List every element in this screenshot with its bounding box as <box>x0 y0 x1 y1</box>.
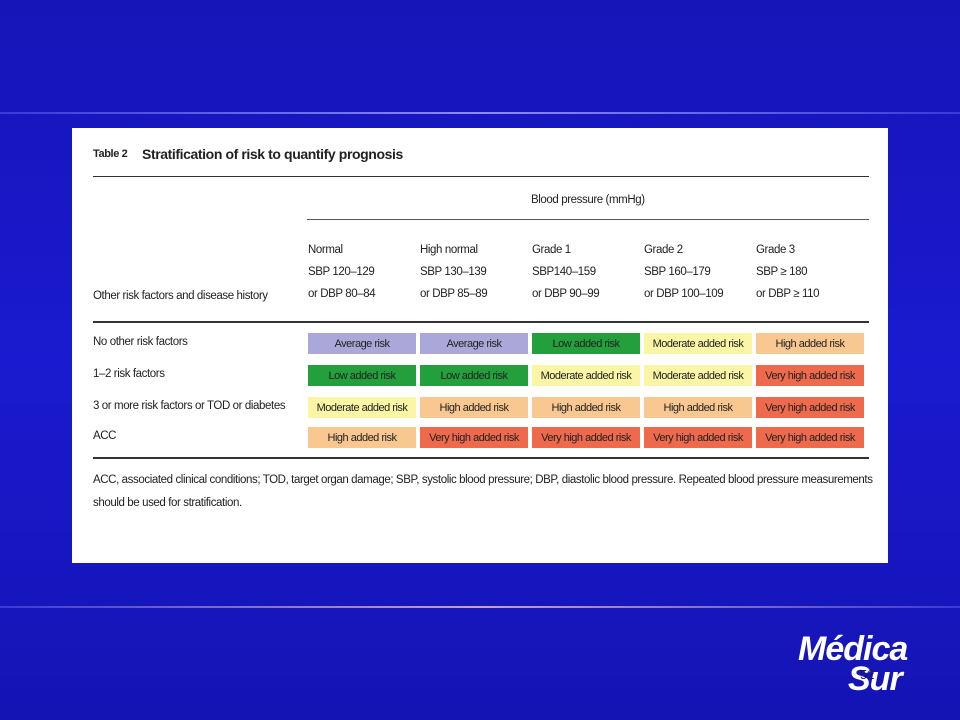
risk-cell: High added risk <box>756 333 864 354</box>
risk-cell: High added risk <box>532 397 640 418</box>
risk-cell: Moderate added risk <box>308 397 416 418</box>
top-rule <box>0 112 960 114</box>
risk-cell: Very high added risk <box>644 427 752 448</box>
column-header: SBP 120–129 <box>308 266 375 278</box>
risk-cell: Average risk <box>308 333 416 354</box>
risk-cell: High added risk <box>420 397 528 418</box>
risk-cell: Low added risk <box>420 365 528 386</box>
row-label: 1–2 risk factors <box>93 368 165 380</box>
risk-cell: Very high added risk <box>420 427 528 448</box>
table-title: Stratification of risk to quantify progn… <box>142 146 403 162</box>
risk-cell: High added risk <box>644 397 752 418</box>
risk-cell: Moderate added risk <box>644 333 752 354</box>
column-header: Normal <box>308 244 343 256</box>
risk-cell: Low added risk <box>308 365 416 386</box>
column-header: or DBP 85–89 <box>420 288 488 300</box>
risk-cell: Very high added risk <box>756 397 864 418</box>
risk-cell: Very high added risk <box>756 427 864 448</box>
row-header: Other risk factors and disease history <box>93 290 268 302</box>
risk-cell: Very high added risk <box>532 427 640 448</box>
table-panel: Table 2 Stratification of risk to quanti… <box>72 128 888 563</box>
column-header: SBP 130–139 <box>420 266 487 278</box>
column-header: Grade 3 <box>756 244 795 256</box>
group-header: Blood pressure (mmHg) <box>531 194 645 206</box>
column-header: Grade 1 <box>532 244 571 256</box>
bottom-rule <box>0 606 960 608</box>
rule <box>93 457 869 459</box>
row-label: No other risk factors <box>93 336 188 348</box>
risk-cell: High added risk <box>308 427 416 448</box>
column-header: or DBP ≥ 110 <box>756 288 820 300</box>
column-header: Grade 2 <box>644 244 683 256</box>
rule <box>307 219 869 220</box>
column-header: or DBP 80–84 <box>308 288 376 300</box>
risk-cell: Moderate added risk <box>532 365 640 386</box>
rule <box>93 321 869 323</box>
row-label: 3 or more risk factors or TOD or diabete… <box>93 400 286 412</box>
risk-cell: Average risk <box>420 333 528 354</box>
column-header: High normal <box>420 244 478 256</box>
slide-number: 52 <box>860 667 875 682</box>
logo-line1: Médica <box>798 630 908 668</box>
logo-line2: Sur <box>848 660 903 698</box>
column-header: or DBP 100–109 <box>644 288 724 300</box>
footnote: should be used for stratification. <box>93 497 242 509</box>
row-label: ACC <box>93 430 117 442</box>
risk-cell: Very high added risk <box>756 365 864 386</box>
column-header: SBP ≥ 180 <box>756 266 808 278</box>
column-header: or DBP 90–99 <box>532 288 600 300</box>
footnote: ACC, associated clinical conditions; TOD… <box>93 474 873 486</box>
table-label: Table 2 <box>93 148 128 160</box>
rule <box>93 176 869 177</box>
risk-cell: Moderate added risk <box>644 365 752 386</box>
risk-cell: Low added risk <box>532 333 640 354</box>
column-header: SBP140–159 <box>532 266 596 278</box>
column-header: SBP 160–179 <box>644 266 711 278</box>
